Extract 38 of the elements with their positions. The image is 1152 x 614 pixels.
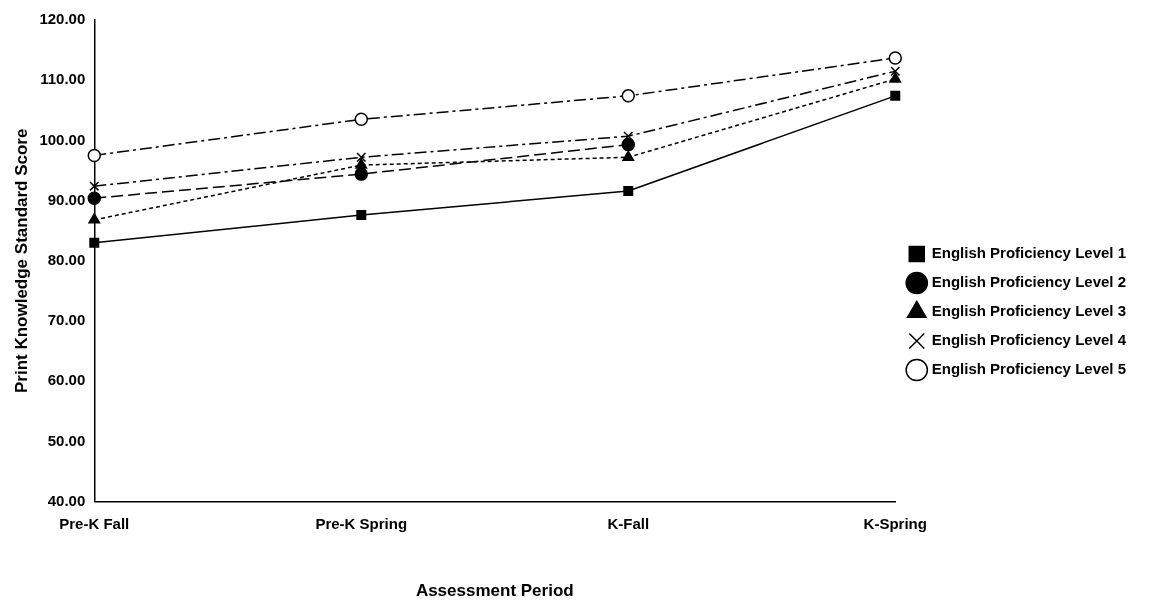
y-tick-label: 50.00: [47, 431, 86, 449]
point: [356, 210, 367, 221]
x-tick-label: Pre-K Spring: [315, 514, 408, 532]
legend-label: English Proficiency Level 4: [931, 331, 1127, 349]
point: [621, 89, 636, 103]
x-axis-title: Assessment Period: [415, 581, 574, 601]
point: [621, 137, 636, 152]
point: [89, 181, 100, 192]
y-tick-label: 60.00: [47, 371, 86, 389]
point: [354, 167, 369, 181]
point: [889, 72, 902, 83]
point: [623, 185, 634, 196]
legend-label: English Proficiency Level 5: [931, 360, 1127, 378]
x-tick-label: Pre-K Fall: [59, 514, 130, 532]
point: [355, 158, 368, 169]
y-tick-label: 120.00: [39, 10, 86, 28]
y-tick-label: 70.00: [47, 311, 86, 329]
y-tick-label: 80.00: [47, 250, 86, 268]
y-tick-label: 90.00: [47, 190, 86, 208]
x-tick-label: K-Fall: [607, 514, 650, 532]
point: [890, 66, 901, 77]
y-axis-title: Print Knowledge Standard Score: [11, 128, 31, 394]
point: [622, 150, 635, 162]
y-tick-label: 40.00: [47, 491, 86, 509]
point: [890, 90, 901, 101]
point: [87, 191, 102, 205]
y-tick-label: 100.00: [39, 130, 86, 148]
point: [88, 213, 101, 224]
y-tick-label: 110.00: [40, 70, 86, 88]
point: [356, 152, 367, 163]
point: [87, 148, 102, 163]
point: [354, 112, 369, 127]
legend-label: English Proficiency Level 1: [931, 244, 1127, 262]
legend-label: English Proficiency Level 3: [931, 302, 1127, 320]
x-tick-label: K-Spring: [863, 514, 927, 532]
point: [888, 51, 903, 65]
legend-label: English Proficiency Level 2: [931, 273, 1127, 291]
point: [89, 237, 100, 248]
